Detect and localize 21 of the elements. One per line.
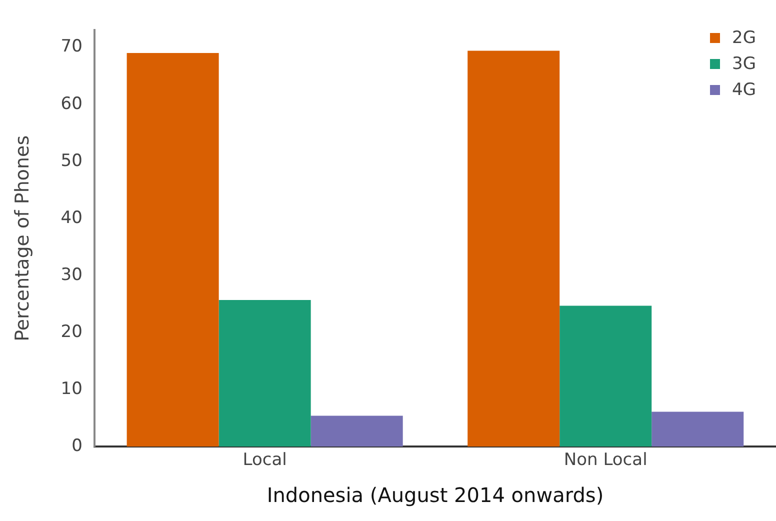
y-tick-label: 60 bbox=[60, 94, 82, 114]
legend-label: 3G bbox=[732, 54, 756, 74]
y-tick-label: 10 bbox=[60, 378, 82, 399]
y-axis-title: Percentage of Phones bbox=[11, 135, 34, 342]
x-tick-label: Local bbox=[242, 450, 287, 470]
x-tick-label: Non Local bbox=[564, 450, 648, 470]
y-tick-label: 50 bbox=[60, 150, 82, 171]
bar bbox=[468, 50, 560, 447]
y-tick-label: 70 bbox=[60, 36, 82, 57]
y-tick-label: 40 bbox=[60, 208, 82, 228]
bar bbox=[310, 416, 403, 447]
bar bbox=[652, 412, 744, 447]
legend-label: 4G bbox=[732, 80, 756, 100]
legend-label: 2G bbox=[732, 28, 756, 48]
y-tick-label: 30 bbox=[60, 264, 82, 285]
bar bbox=[218, 300, 311, 447]
bar bbox=[560, 306, 652, 447]
bar bbox=[126, 53, 219, 447]
y-tick-label: 20 bbox=[60, 322, 82, 342]
x-axis-title: Indonesia (August 2014 onwards) bbox=[266, 483, 604, 508]
y-tick-label: 0 bbox=[72, 436, 82, 456]
